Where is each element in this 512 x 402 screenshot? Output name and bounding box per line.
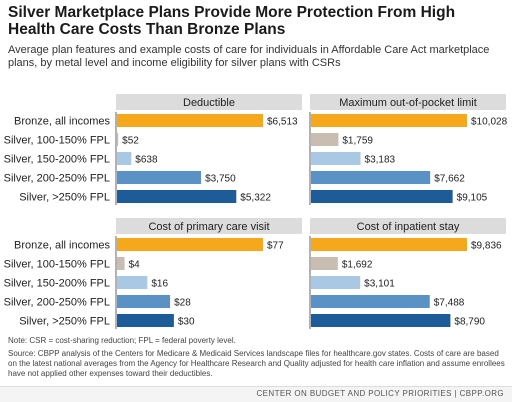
note-text: Note: CSR = cost-sharing reduction; FPL …	[8, 336, 236, 345]
source-text: Source: CBPP analysis of the Centers for…	[8, 349, 505, 378]
category-label: Silver, 150-200% FPL	[4, 154, 110, 166]
category-label: Silver, >250% FPL	[19, 192, 110, 204]
bar-0-4	[117, 190, 237, 203]
panel-header-1	[310, 94, 506, 110]
value-label: $1,759	[342, 136, 373, 147]
bar-3-2	[311, 276, 361, 289]
category-label: Bronze, all incomes	[14, 116, 110, 128]
page-title: Silver Marketplace Plans Provide More Pr…	[8, 4, 456, 38]
category-label: Silver, >250% FPL	[19, 316, 110, 328]
panel-title-3: Cost of inpatient stay	[357, 221, 460, 233]
bar-3-3	[311, 295, 430, 308]
category-label: Silver, 200-250% FPL	[4, 297, 110, 309]
value-label: $9,836	[471, 241, 502, 252]
footer-bar: CENTER ON BUDGET AND POLICY PRIORITIES |…	[0, 386, 512, 402]
value-label: $28	[174, 298, 191, 309]
bar-0-2	[117, 152, 132, 165]
value-label: $4	[129, 260, 141, 271]
value-label: $8,790	[454, 317, 485, 328]
panel-header-3	[310, 218, 506, 234]
value-label: $77	[267, 241, 284, 252]
value-label: $10,028	[471, 117, 508, 128]
bar-3-4	[311, 314, 451, 327]
value-label: $7,488	[434, 298, 465, 309]
value-label: $3,101	[364, 279, 395, 290]
panel-title-1: Maximum out-of-pocket limit	[339, 97, 477, 109]
value-label: $6,513	[267, 117, 298, 128]
panel-header-2	[116, 218, 302, 234]
category-label: Silver, 100-150% FPL	[4, 135, 110, 147]
bar-3-1	[311, 257, 338, 270]
bar-2-1	[117, 257, 125, 270]
value-label: $52	[122, 136, 139, 147]
value-label: $638	[135, 155, 158, 166]
page-subtitle: Average plan features and example costs …	[8, 44, 490, 69]
bar-3-0	[311, 238, 467, 251]
value-label: $1,692	[342, 260, 373, 271]
bar-1-3	[311, 171, 431, 184]
value-label: $3,750	[205, 174, 236, 185]
value-label: $16	[151, 279, 168, 290]
panel-title-0: Deductible	[183, 97, 235, 109]
value-label: $9,105	[457, 193, 488, 204]
bar-0-3	[117, 171, 202, 184]
footer-credit: CENTER ON BUDGET AND POLICY PRIORITIES |…	[256, 389, 504, 398]
panel-title-2: Cost of primary care visit	[148, 221, 269, 233]
value-label: $5,322	[240, 193, 271, 204]
bar-1-0	[311, 114, 467, 127]
bar-1-2	[311, 152, 361, 165]
bar-1-4	[311, 190, 453, 203]
bar-2-2	[117, 276, 148, 289]
category-label: Bronze, all incomes	[14, 240, 110, 252]
bar-2-3	[117, 295, 171, 308]
bar-2-4	[117, 314, 174, 327]
value-label: $30	[178, 317, 195, 328]
bar-2-0	[117, 238, 263, 251]
charts-area: Deductible Bronze, all incomes $6,513 Silve…	[4, 94, 508, 329]
value-label: $7,662	[434, 174, 465, 185]
category-label: Silver, 100-150% FPL	[4, 259, 110, 271]
bar-0-1	[117, 133, 119, 146]
bar-1-1	[311, 133, 339, 146]
value-label: $3,183	[365, 155, 396, 166]
bar-0-0	[117, 114, 263, 127]
category-label: Silver, 200-250% FPL	[4, 173, 110, 185]
panel-header-0	[116, 94, 302, 110]
category-label: Silver, 150-200% FPL	[4, 278, 110, 290]
